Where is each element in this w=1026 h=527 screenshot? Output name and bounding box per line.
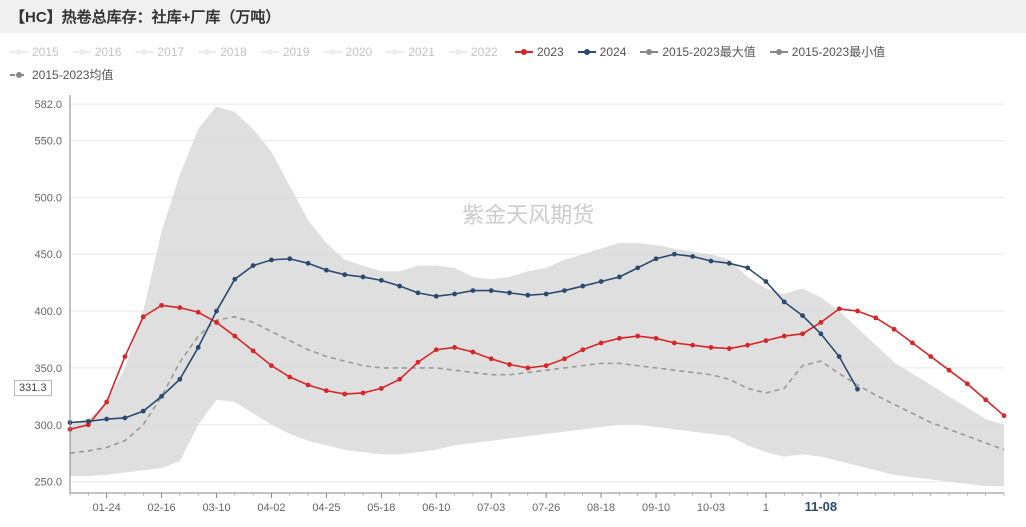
x-tick-label: 04-02 bbox=[257, 502, 285, 514]
legend-item-2016[interactable]: 2016 bbox=[73, 42, 122, 62]
legend: 2015 2016 2017 2018 2019 2020 2021 2022 2023 202… bbox=[0, 33, 1026, 87]
x-tick-label: 07-03 bbox=[477, 502, 505, 514]
legend-item-2020[interactable]: 2020 bbox=[324, 42, 373, 62]
legend-label: 2024 bbox=[600, 42, 627, 62]
x-tick-label: 01-24 bbox=[93, 502, 121, 514]
x-tick-label: 03-10 bbox=[202, 502, 230, 514]
legend-label: 2015-2023均值 bbox=[32, 65, 113, 85]
legend-item-min[interactable]: 2015-2023最小值 bbox=[770, 42, 885, 62]
legend-label: 2021 bbox=[408, 42, 435, 62]
legend-item-2022[interactable]: 2022 bbox=[449, 42, 498, 62]
legend-item-mean[interactable]: 2015-2023均值 bbox=[10, 65, 113, 85]
legend-item-s2023[interactable]: 2023 bbox=[515, 42, 564, 62]
legend-item-2021[interactable]: 2021 bbox=[386, 42, 435, 62]
legend-label: 2017 bbox=[157, 42, 184, 62]
chart-area: 250.0 300.0 350.0 400.0 450.0 500.0 550.0 582.0… bbox=[10, 87, 1016, 527]
watermark: 紫金天风期货 bbox=[462, 202, 594, 227]
x-tick-label: 06-10 bbox=[422, 502, 450, 514]
legend-item-max[interactable]: 2015-2023最大值 bbox=[640, 42, 755, 62]
svg-text:300.0: 300.0 bbox=[34, 420, 62, 432]
legend-item-2015[interactable]: 2015 bbox=[10, 42, 59, 62]
chart-title: 【HC】热卷总库存：社库+厂库（万吨） bbox=[0, 0, 1026, 33]
x-tick-label: 08-18 bbox=[587, 502, 615, 514]
svg-text:550.0: 550.0 bbox=[34, 135, 62, 147]
svg-text:350.0: 350.0 bbox=[34, 363, 62, 375]
x-tick-label: 10-03 bbox=[697, 502, 725, 514]
legend-label: 2018 bbox=[220, 42, 247, 62]
x-tick-label: 1 bbox=[763, 502, 769, 514]
legend-label: 2016 bbox=[95, 42, 122, 62]
line-chart: 250.0 300.0 350.0 400.0 450.0 500.0 550.0 582.0… bbox=[10, 87, 1016, 527]
svg-text:400.0: 400.0 bbox=[34, 306, 62, 318]
svg-text:450.0: 450.0 bbox=[34, 249, 62, 261]
legend-item-s2024[interactable]: 2024 bbox=[578, 42, 627, 62]
legend-label: 2015-2023最大值 bbox=[662, 42, 755, 62]
legend-label: 2015 bbox=[32, 42, 59, 62]
x-tick-label: 02-16 bbox=[147, 502, 175, 514]
legend-item-2018[interactable]: 2018 bbox=[198, 42, 247, 62]
x-highlight-label: 11-08 bbox=[805, 499, 838, 514]
svg-text:582.0: 582.0 bbox=[34, 99, 62, 111]
legend-label: 2019 bbox=[283, 42, 310, 62]
y-highlight-badge: 331.3 bbox=[14, 380, 52, 396]
legend-label: 2023 bbox=[537, 42, 564, 62]
x-tick-label: 07-26 bbox=[532, 502, 560, 514]
svg-text:500.0: 500.0 bbox=[34, 192, 62, 204]
x-tick-label: 04-25 bbox=[312, 502, 340, 514]
x-tick-label: 09-10 bbox=[642, 502, 670, 514]
x-tick-label: 05-18 bbox=[367, 502, 395, 514]
legend-label: 2020 bbox=[346, 42, 373, 62]
minmax-band bbox=[70, 106, 1004, 486]
legend-label: 2015-2023最小值 bbox=[792, 42, 885, 62]
legend-item-2017[interactable]: 2017 bbox=[135, 42, 184, 62]
legend-label: 2022 bbox=[471, 42, 498, 62]
svg-text:250.0: 250.0 bbox=[34, 477, 62, 489]
legend-item-2019[interactable]: 2019 bbox=[261, 42, 310, 62]
